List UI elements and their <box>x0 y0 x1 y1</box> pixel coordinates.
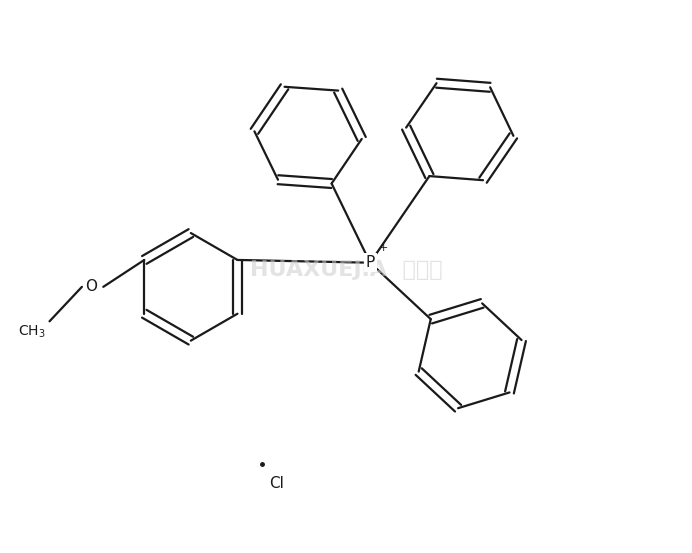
Text: O: O <box>85 279 97 294</box>
Text: Cl: Cl <box>270 476 284 491</box>
Text: CH$_3$: CH$_3$ <box>19 324 46 340</box>
Text: P: P <box>365 255 375 270</box>
Text: HUAXUEJIA  化学加: HUAXUEJIA 化学加 <box>250 259 442 280</box>
Text: +: + <box>379 243 389 253</box>
